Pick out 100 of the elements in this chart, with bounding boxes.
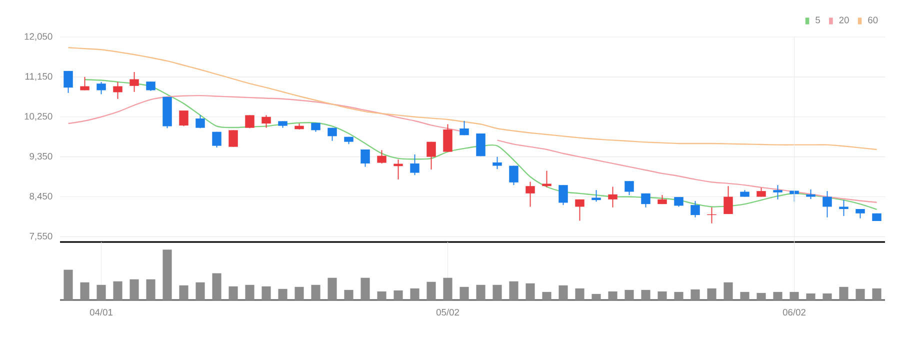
bar — [509, 281, 518, 300]
candlestick — [641, 192, 650, 208]
bar — [526, 283, 535, 300]
bar — [558, 285, 568, 300]
candlestick — [96, 81, 106, 95]
bar — [443, 278, 452, 300]
bar — [740, 292, 750, 300]
bar — [426, 282, 436, 300]
bar — [146, 279, 156, 300]
bar — [575, 288, 584, 300]
y-tick-label: 10,250 — [24, 113, 52, 121]
candlestick — [542, 170, 552, 188]
candlestick — [262, 114, 271, 128]
candlestick — [575, 198, 584, 222]
bar — [212, 273, 222, 300]
y-tick-label: 7,550 — [30, 232, 52, 241]
bar — [228, 286, 238, 300]
bar — [344, 290, 354, 300]
candlestick — [690, 200, 700, 218]
candlestick — [410, 154, 420, 176]
bar — [179, 285, 188, 300]
bar — [96, 284, 106, 300]
candlestick — [509, 165, 518, 186]
bar — [64, 270, 73, 300]
candlestick — [196, 114, 205, 129]
bar — [839, 286, 848, 300]
bar — [773, 292, 782, 300]
bar — [80, 282, 90, 300]
bar — [245, 284, 254, 300]
candlestick — [608, 186, 618, 208]
bar — [790, 292, 799, 300]
bar — [394, 290, 403, 300]
bar — [608, 291, 618, 300]
candlestick — [856, 208, 865, 219]
candlestick — [674, 196, 684, 208]
candlestick — [426, 141, 436, 170]
candlestick — [624, 180, 634, 196]
bar — [328, 278, 337, 300]
candlestick — [773, 184, 782, 200]
candlestick — [492, 156, 502, 170]
candlestick — [822, 190, 832, 218]
candlestick — [179, 110, 188, 127]
bar — [856, 288, 865, 300]
x-tick-label: 05/02 — [436, 308, 459, 316]
legend-label: 20 — [839, 16, 849, 24]
bar — [707, 288, 716, 300]
bar — [822, 293, 832, 300]
candlestick — [592, 190, 601, 202]
candlestick — [443, 124, 452, 152]
candlestick — [558, 184, 568, 206]
x-tick-label: 04/01 — [90, 308, 112, 316]
y-tick-label: 8,450 — [30, 192, 52, 201]
candlestick — [377, 150, 386, 164]
bar — [113, 281, 122, 300]
y-tick-label: 11,150 — [25, 73, 52, 81]
bar — [542, 292, 552, 300]
bar — [130, 279, 139, 300]
bar — [756, 292, 766, 300]
bar — [460, 286, 469, 300]
y-tick-label: 9,350 — [30, 152, 52, 161]
bar — [624, 290, 634, 300]
bar — [872, 288, 882, 300]
candlestick — [113, 81, 122, 100]
bar — [262, 286, 271, 300]
candlestick — [476, 133, 486, 157]
bar — [311, 284, 320, 300]
candlestick — [460, 120, 469, 136]
bar — [196, 282, 205, 300]
candlestick — [130, 71, 139, 92]
x-tick-label: 06/02 — [782, 308, 806, 316]
candlestick — [328, 127, 337, 142]
bar — [476, 284, 486, 300]
candlestick — [146, 81, 156, 92]
bar — [641, 290, 650, 300]
bar — [162, 250, 172, 300]
bar — [492, 284, 502, 300]
bar — [658, 291, 667, 300]
line-series — [68, 47, 878, 150]
bar — [592, 294, 601, 300]
bar — [724, 282, 733, 300]
candlestick — [839, 200, 848, 217]
bar — [674, 292, 684, 300]
bar — [690, 289, 700, 300]
candlestick — [228, 130, 238, 148]
legend-label: 60 — [868, 16, 878, 24]
bar — [806, 293, 816, 300]
legend-label: 5 — [816, 16, 820, 24]
candlestick — [360, 149, 370, 168]
candlestick — [724, 186, 733, 215]
bar — [377, 291, 386, 300]
candlestick — [245, 114, 254, 129]
y-tick-label: 12,050 — [24, 33, 52, 41]
bar — [278, 288, 288, 300]
bar — [360, 278, 370, 300]
candlestick — [64, 70, 73, 94]
candlestick — [526, 181, 535, 208]
candlestick — [212, 131, 222, 148]
bar — [294, 286, 304, 300]
bar — [410, 288, 420, 300]
candlestick — [80, 76, 90, 91]
